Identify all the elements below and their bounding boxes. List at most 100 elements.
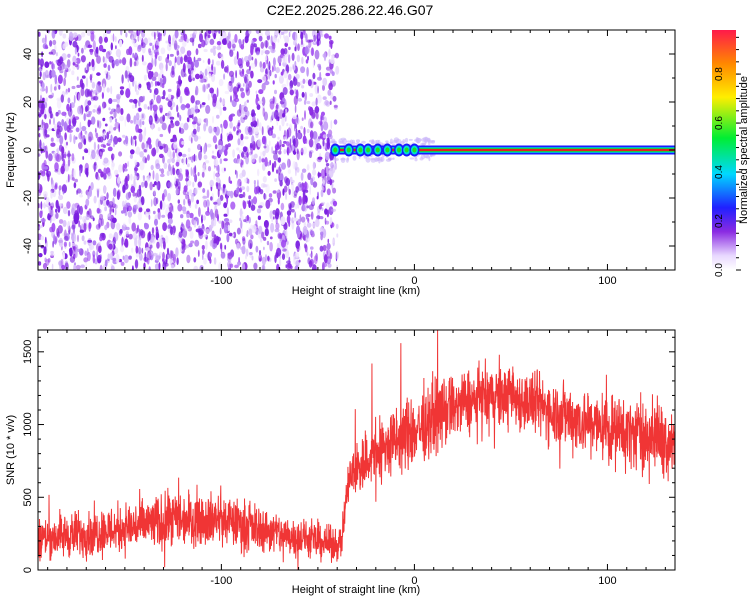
noise-speckle xyxy=(194,203,198,209)
noise-speckle xyxy=(238,193,244,199)
noise-speckle xyxy=(134,80,137,86)
noise-speckle xyxy=(96,188,100,198)
noise-speckle xyxy=(201,102,206,106)
noise-speckle xyxy=(224,149,228,156)
noise-speckle xyxy=(103,131,106,140)
noise-speckle xyxy=(152,44,155,51)
noise-speckle xyxy=(133,98,138,104)
snr-series-line xyxy=(38,330,675,570)
noise-speckle xyxy=(271,162,275,173)
noise-speckle xyxy=(133,61,137,67)
noise-speckle xyxy=(259,66,265,73)
snr-panel: -100 0 100 0 500 1000 1500 Height of straight… xyxy=(5,329,676,596)
noise-speckle xyxy=(332,237,336,247)
noise-speckle xyxy=(98,44,104,52)
noise-speckle xyxy=(303,182,309,191)
noise-speckle xyxy=(324,33,329,39)
noise-speckle xyxy=(103,56,108,65)
noise-speckle xyxy=(147,175,151,180)
noise-speckle xyxy=(147,106,150,110)
noise-speckle xyxy=(40,108,45,115)
carrier-blob-core xyxy=(358,147,363,153)
noise-speckle xyxy=(74,178,78,183)
noise-speckle xyxy=(49,215,52,224)
noise-speckle xyxy=(64,164,70,172)
noise-speckle xyxy=(228,114,233,122)
noise-speckle xyxy=(130,173,133,181)
noise-speckle xyxy=(106,30,111,34)
noise-speckle xyxy=(292,217,299,222)
noise-speckle xyxy=(159,77,163,88)
noise-speckle xyxy=(193,134,199,142)
noise-speckle xyxy=(317,63,321,68)
noise-speckle xyxy=(325,202,330,211)
noise-speckle xyxy=(72,40,78,48)
noise-speckle xyxy=(146,154,150,161)
noise-speckle xyxy=(216,100,222,110)
noise-speckle xyxy=(208,125,213,134)
noise-speckle xyxy=(276,169,279,174)
noise-speckle xyxy=(62,232,65,237)
noise-speckle xyxy=(76,248,82,253)
noise-speckle xyxy=(277,197,280,205)
noise-speckle xyxy=(332,200,338,207)
noise-speckle xyxy=(206,189,210,199)
noise-speckle xyxy=(244,136,249,140)
noise-speckle xyxy=(217,236,221,242)
noise-speckle xyxy=(84,106,88,113)
noise-speckle xyxy=(199,78,205,83)
noise-speckle xyxy=(177,203,183,212)
noise-speckle xyxy=(110,134,113,142)
noise-speckle xyxy=(236,182,239,189)
noise-speckle xyxy=(99,235,103,242)
noise-speckle xyxy=(147,37,151,44)
noise-speckle xyxy=(76,190,79,195)
colorbar-gradient xyxy=(712,30,736,270)
noise-speckle xyxy=(48,153,53,162)
noise-speckle xyxy=(124,116,127,127)
noise-speckle xyxy=(124,162,128,169)
noise-speckle xyxy=(156,146,159,153)
noise-speckle xyxy=(210,196,213,201)
noise-speckle xyxy=(102,101,105,110)
noise-speckle xyxy=(96,72,101,76)
noise-speckle xyxy=(98,120,102,129)
noise-speckle xyxy=(191,113,194,120)
noise-speckle xyxy=(279,179,283,187)
noise-speckle xyxy=(307,79,312,87)
noise-speckle xyxy=(44,128,48,136)
noise-speckle xyxy=(185,219,191,229)
noise-speckle xyxy=(112,98,118,103)
noise-speckle xyxy=(166,204,171,208)
noise-speckle xyxy=(214,144,218,150)
noise-speckle xyxy=(80,87,85,97)
noise-speckle xyxy=(196,199,200,205)
noise-speckle xyxy=(209,38,215,46)
noise-speckle xyxy=(192,128,197,135)
noise-speckle xyxy=(244,125,250,135)
noise-speckle xyxy=(271,216,274,223)
noise-speckle xyxy=(274,109,279,120)
noise-speckle xyxy=(211,150,215,154)
noise-speckle xyxy=(155,226,158,232)
noise-speckle xyxy=(104,224,108,231)
noise-speckle xyxy=(325,163,330,167)
noise-speckle xyxy=(122,134,126,138)
noise-speckle xyxy=(232,231,237,239)
noise-speckle xyxy=(49,40,53,47)
noise-speckle xyxy=(276,247,282,257)
bottom-x-axis-label: Height of straight line (km) xyxy=(292,584,420,596)
noise-speckle xyxy=(154,263,160,270)
noise-speckle xyxy=(174,56,177,63)
noise-speckle xyxy=(251,255,254,261)
noise-speckle xyxy=(256,208,262,214)
noise-speckle xyxy=(213,234,217,241)
noise-speckle xyxy=(192,154,195,161)
noise-speckle xyxy=(108,107,111,111)
noise-speckle xyxy=(243,219,247,223)
noise-speckle xyxy=(50,142,56,147)
noise-speckle xyxy=(143,103,148,110)
noise-speckle xyxy=(174,120,180,127)
noise-speckle xyxy=(283,34,285,39)
noise-speckle xyxy=(239,71,245,77)
